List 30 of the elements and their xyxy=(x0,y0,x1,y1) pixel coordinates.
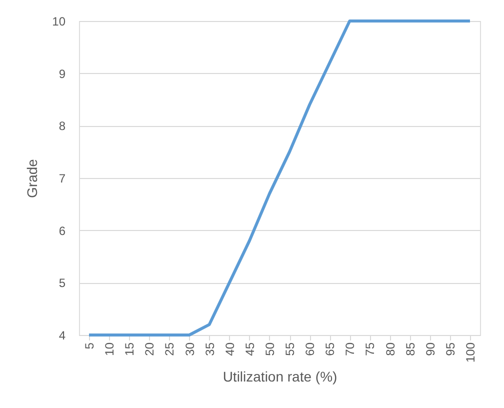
line-series xyxy=(88,20,472,336)
y-tick-label: 8 xyxy=(58,119,66,134)
x-tick-label: 15 xyxy=(122,342,137,356)
y-tick-label: 5 xyxy=(58,276,66,290)
x-tick-label: 40 xyxy=(222,342,237,356)
y-tick-label: 4 xyxy=(58,328,66,342)
x-tick-label: 10 xyxy=(102,342,117,356)
y-tick-label: 6 xyxy=(58,224,66,238)
y-tick-label: 7 xyxy=(58,172,66,186)
x-tick-label: 55 xyxy=(283,342,298,356)
x-tick-label: 35 xyxy=(202,342,217,356)
y-tick-label: 10 xyxy=(52,14,66,28)
x-tick-label: 80 xyxy=(383,342,398,356)
x-tick-label: 90 xyxy=(423,342,438,356)
x-tick-label: 100 xyxy=(463,342,478,363)
x-tick-label: 20 xyxy=(142,342,157,356)
x-tick-label: 85 xyxy=(403,342,418,356)
x-tick-label: 25 xyxy=(162,342,177,356)
x-tick-label: 70 xyxy=(343,342,358,356)
x-tick-label: 5 xyxy=(82,342,97,350)
x-axis-title: Utilization rate (%) xyxy=(222,368,338,385)
x-tick-label: 95 xyxy=(443,342,458,356)
x-tick-label: 50 xyxy=(262,342,277,356)
x-tick-label: 45 xyxy=(242,342,257,356)
x-tick-label: 65 xyxy=(323,342,338,356)
x-tick-label: 75 xyxy=(363,342,378,356)
y-axis-title: Grade xyxy=(24,158,40,198)
x-tick-label: 60 xyxy=(303,342,318,356)
y-tick-label: 9 xyxy=(58,66,66,81)
x-tick-label: 30 xyxy=(182,342,197,356)
